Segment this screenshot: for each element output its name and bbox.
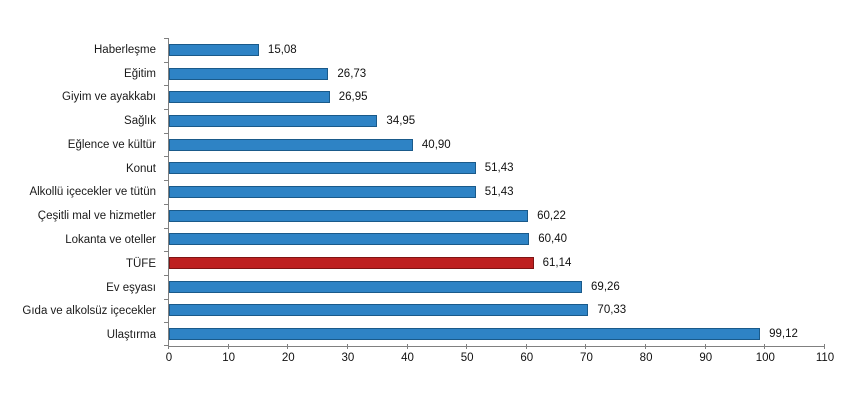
x-axis-tick — [346, 344, 348, 349]
x-axis-tick — [824, 344, 825, 349]
category-label: Eğlence ve kültür — [67, 138, 156, 151]
x-axis-tick-label: 30 — [341, 352, 355, 364]
y-axis-tick — [164, 227, 169, 229]
y-axis-tick — [164, 156, 169, 158]
category-label: Gıda ve alkolsüz içecekler — [22, 305, 156, 318]
category-label: Ev eşyası — [106, 281, 156, 294]
x-axis-tick-label: 100 — [755, 352, 775, 364]
bar — [169, 114, 378, 127]
bar-value-label: 26,73 — [337, 67, 367, 80]
x-axis-tick-label: 60 — [520, 352, 534, 364]
chart-row: 26,95 — [169, 85, 825, 109]
x-axis-tick-label: 20 — [281, 352, 295, 364]
chart-row: 60,40 — [169, 228, 825, 252]
y-axis-tick — [164, 203, 169, 205]
x-axis-tick-label: 40 — [401, 352, 414, 364]
chart-row: 51,43 — [169, 180, 825, 204]
x-axis-tick — [287, 344, 289, 349]
y-axis-tick — [164, 61, 169, 63]
x-axis-tick-label: 70 — [580, 352, 593, 364]
y-axis-tick — [164, 180, 169, 182]
bar — [169, 138, 413, 151]
bar-value-label: 40,90 — [421, 138, 451, 151]
chart-row: 40,90 — [169, 133, 825, 157]
bar — [169, 43, 259, 56]
y-axis-tick — [164, 345, 169, 346]
x-axis-tick — [645, 344, 647, 349]
chart-row: 51,43 — [169, 156, 825, 180]
y-axis-tick — [164, 132, 169, 134]
bar-value-label: 34,95 — [386, 114, 416, 127]
x-axis-tick — [406, 344, 408, 349]
bar — [169, 67, 329, 80]
y-axis-tick — [164, 85, 169, 87]
bar-value-label: 60,22 — [537, 209, 566, 222]
x-axis-tick-label: 90 — [699, 352, 713, 364]
bar-value-label: 69,26 — [591, 280, 620, 293]
bar-rows: 15,08 26,73 26,95 34,95 40,90 51,43 51,43 60,22… — [169, 38, 825, 346]
category-label: Çeşitli mal ve hizmetler — [37, 210, 156, 223]
x-axis-tick — [525, 344, 527, 349]
x-axis-tick-label: 110 — [815, 352, 835, 364]
category-label: Lokanta ve oteller — [65, 234, 156, 246]
category-label: TÜFE — [125, 257, 156, 270]
bar — [169, 185, 476, 198]
x-axis-tick-label: 0 — [165, 352, 173, 364]
y-axis-tick — [164, 298, 169, 300]
bar-value-label: 51,43 — [484, 162, 514, 175]
category-label: Sağlık — [124, 115, 156, 128]
y-axis-tick — [164, 274, 169, 276]
bar — [169, 304, 589, 317]
category-label: Eğitim — [124, 67, 156, 80]
y-axis-tick — [164, 38, 169, 39]
category-label: Haberleşme — [94, 43, 156, 56]
chart-row: 34,95 — [169, 109, 825, 133]
category-label: Giyim ve ayakkabı — [62, 91, 156, 104]
y-axis-tick — [164, 109, 169, 111]
chart-row: 99,12 — [169, 322, 825, 346]
x-axis-tick-label: 10 — [222, 352, 236, 364]
bar — [169, 91, 330, 104]
bar — [169, 328, 761, 341]
x-axis-tick — [466, 344, 468, 349]
bar-value-label: 15,08 — [267, 43, 297, 56]
y-axis-tick — [164, 322, 169, 324]
x-axis-tick — [585, 344, 587, 349]
bar — [169, 233, 530, 246]
x-axis-tick — [227, 344, 229, 349]
bar-value-label: 51,43 — [484, 185, 514, 198]
x-axis-tick-label: 50 — [460, 352, 474, 364]
chart-row: 60,22 — [169, 204, 825, 228]
category-label: Alkollü içecekler ve tütün — [29, 186, 156, 199]
bar-value-label: 70,33 — [597, 304, 627, 317]
bar-value-label: 26,95 — [338, 91, 368, 104]
chart-row: 15,08 — [169, 38, 825, 62]
bar-value-label: 99,12 — [769, 328, 798, 341]
chart-row: 69,26 — [169, 275, 825, 299]
bar — [169, 280, 583, 293]
x-axis-tick — [764, 344, 766, 349]
bar — [169, 209, 529, 222]
x-axis-tick — [704, 344, 706, 349]
x-axis-tick — [168, 344, 169, 349]
bar — [169, 162, 476, 175]
bar-value-label: 61,14 — [542, 257, 572, 270]
x-axis-tick-label: 80 — [639, 352, 653, 364]
chart-row: 26,73 — [169, 62, 825, 86]
y-axis-tick — [164, 251, 169, 253]
chart-row: 70,33 — [169, 299, 825, 323]
category-label: Ulaştırma — [106, 329, 156, 342]
category-label: Konut — [125, 162, 156, 175]
bar-value-label: 60,40 — [538, 233, 567, 246]
plot-area: 15,08 26,73 26,95 34,95 40,90 51,43 51,43 60,22… — [164, 38, 834, 364]
bar-tufe-highlight — [169, 257, 534, 270]
chart-row: 61,14 — [169, 251, 825, 275]
category-axis: Haberleşme Eğitim Giyim ve ayakkabı Sağlık E… — [0, 38, 162, 347]
